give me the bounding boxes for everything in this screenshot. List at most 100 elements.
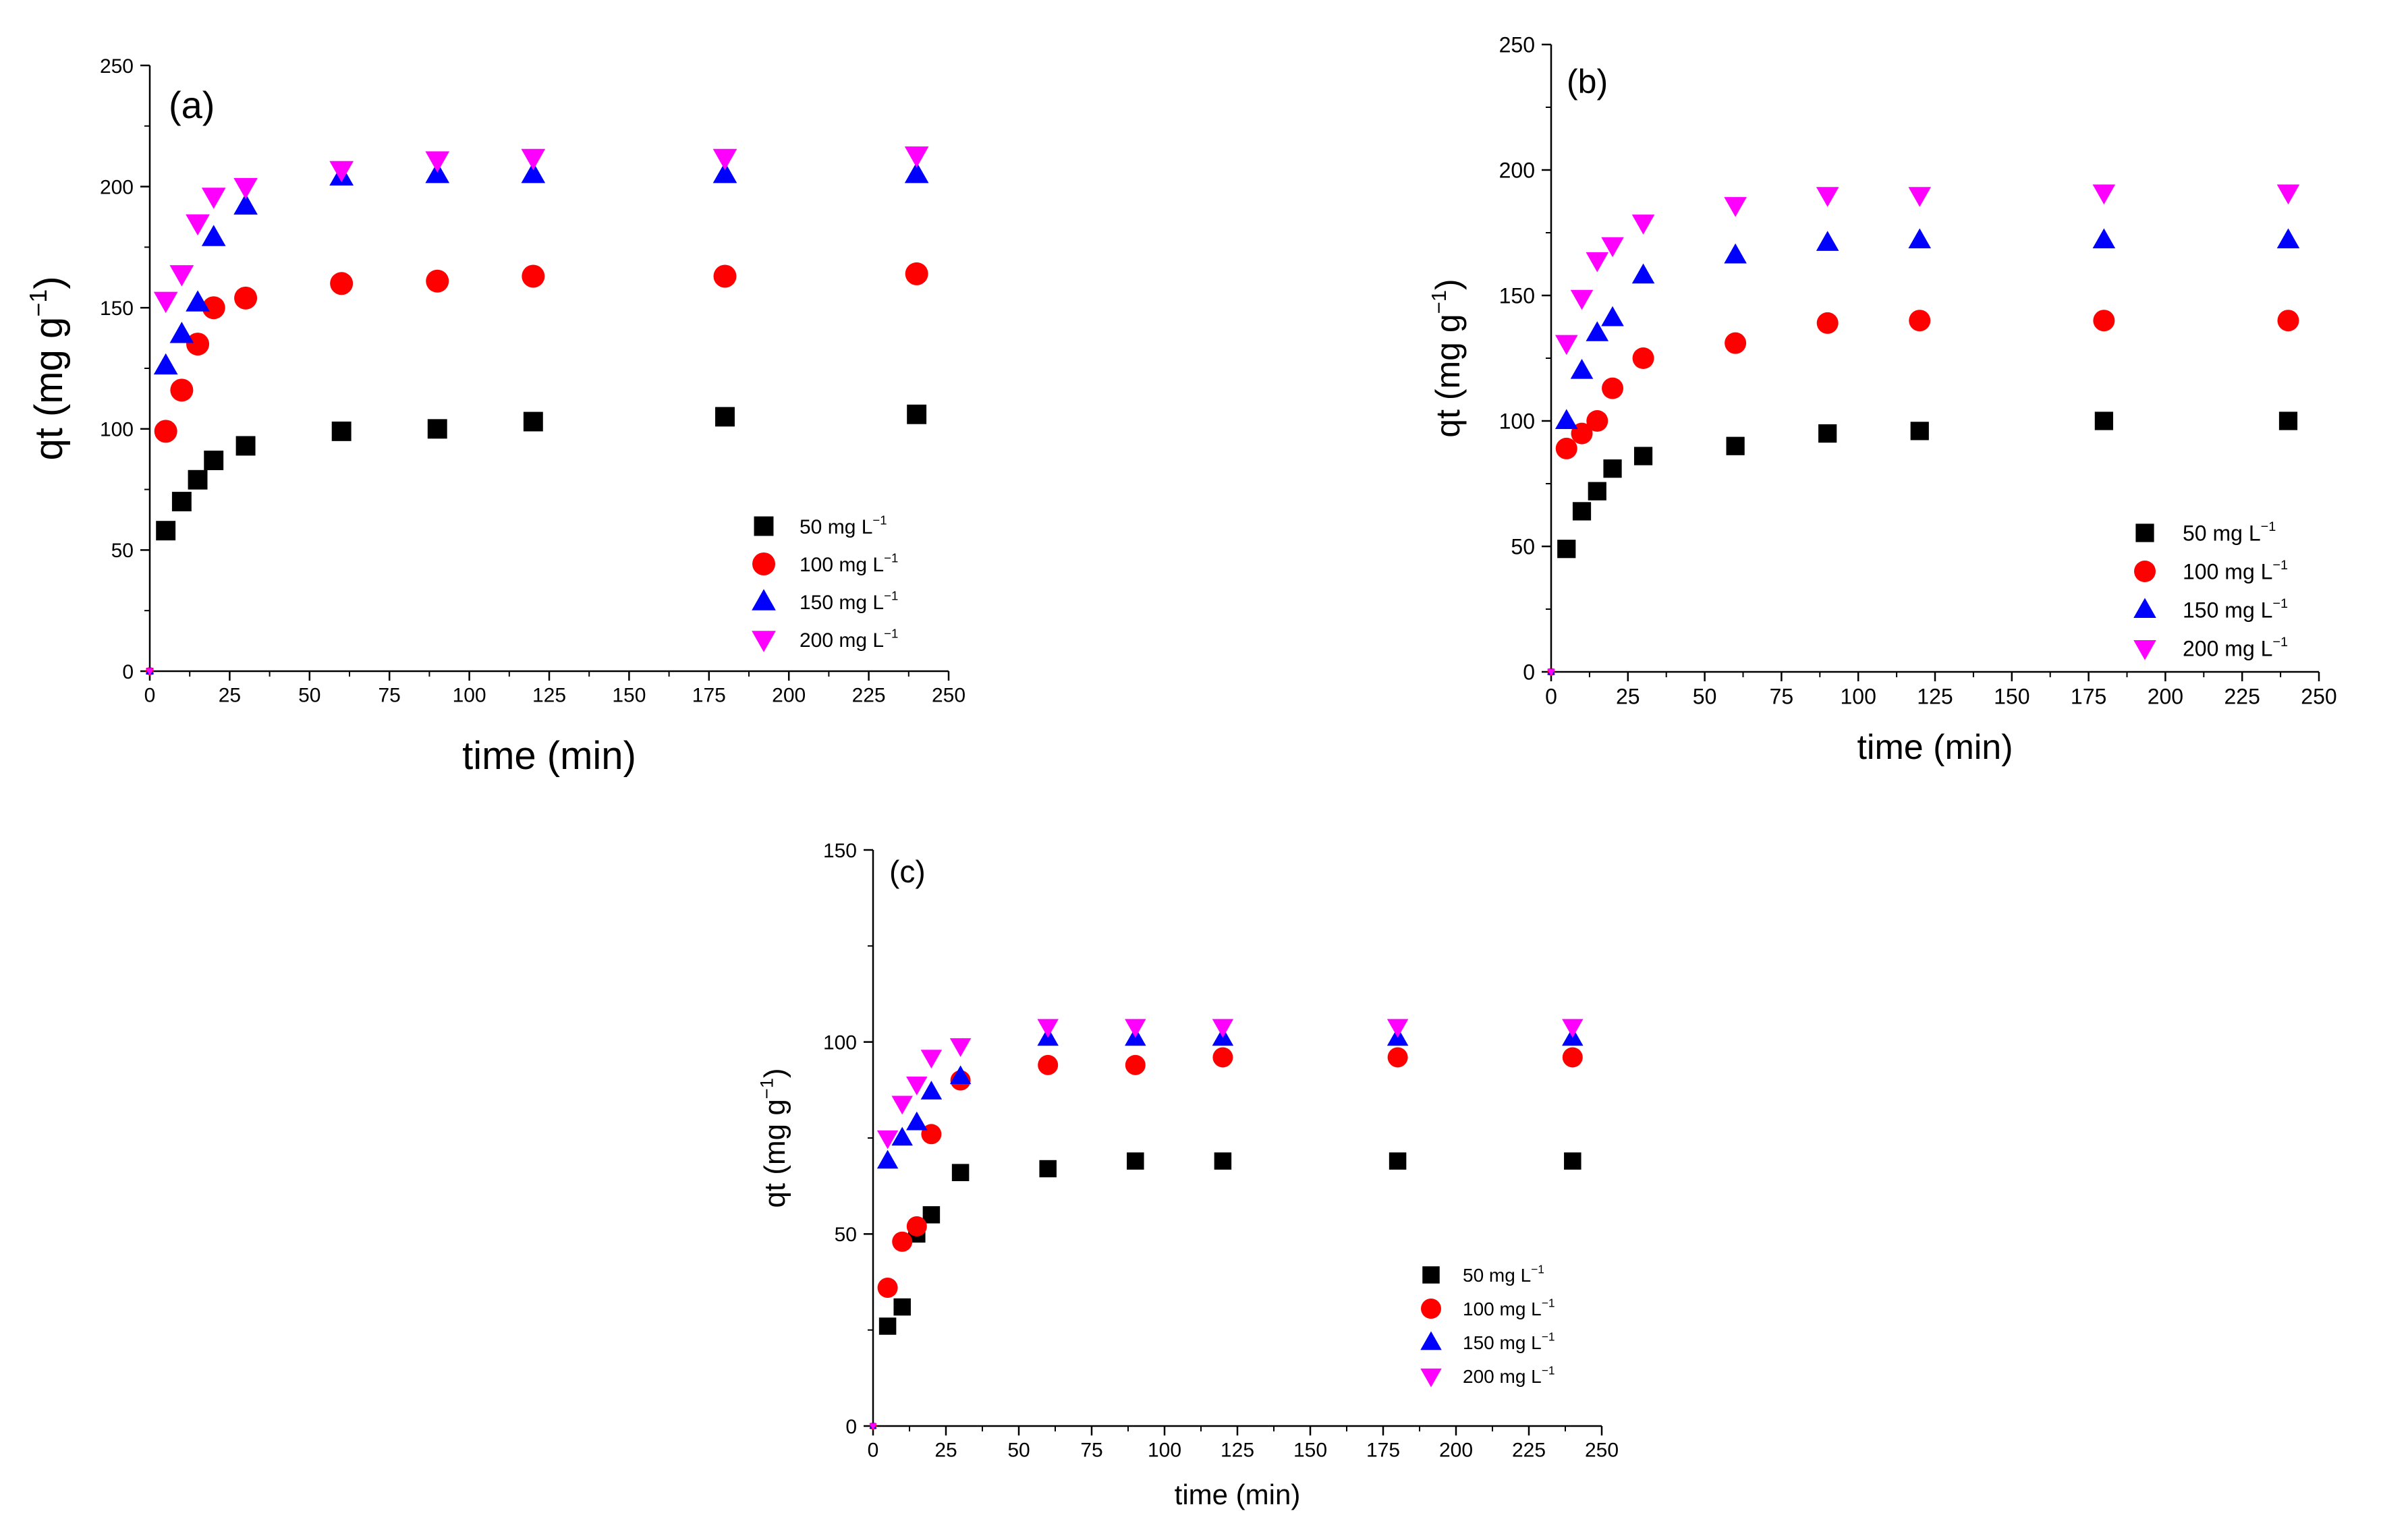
data-point [169, 322, 194, 343]
legend-label: 50 mg L−1 [800, 513, 887, 538]
data-point [153, 353, 178, 375]
x-tick-label: 150 [612, 685, 646, 707]
data-point [1387, 1047, 1408, 1068]
data-point [892, 1231, 913, 1252]
data-point [891, 1127, 913, 1146]
x-tick-label: 100 [1148, 1440, 1181, 1462]
x-tick-label: 250 [932, 685, 965, 707]
x-tick-label: 225 [2224, 685, 2260, 709]
x-tick-label: 225 [1512, 1440, 1546, 1462]
y-tick-label: 250 [1499, 33, 1535, 57]
legend-label: 150 mg L−1 [800, 588, 898, 614]
y-tick-label: 150 [823, 840, 857, 862]
data-point [1586, 410, 1608, 432]
data-point [522, 264, 545, 288]
legend-marker [1421, 1299, 1441, 1319]
data-point [906, 1216, 927, 1236]
data-point [904, 161, 929, 183]
data-point [1816, 187, 1839, 207]
x-tick-label: 125 [1221, 1440, 1254, 1462]
chart-panel-a: 0 25 50 75 100 125 150 175 200 225 250 0 50 100 150 200… [24, 55, 965, 778]
data-point [1037, 1019, 1059, 1038]
data-point [1125, 1054, 1146, 1075]
data-point [235, 436, 256, 456]
y-tick-label: 100 [100, 419, 134, 441]
data-point [186, 290, 210, 312]
data-point [1724, 197, 1747, 217]
legend-marker [2135, 523, 2154, 542]
data-point [713, 264, 737, 288]
data-point [922, 1206, 941, 1224]
data-point [1212, 1047, 1233, 1068]
x-tick-label: 0 [144, 685, 156, 707]
data-point [1818, 424, 1837, 443]
data-point [1214, 1152, 1232, 1170]
y-axis-title: qt (mg g−1) [1427, 279, 1467, 437]
data-point [523, 411, 543, 432]
data-point [1555, 409, 1578, 429]
legend-marker [2133, 598, 2156, 618]
data-point [893, 1298, 911, 1316]
data-point [2276, 184, 2300, 205]
data-point [906, 1077, 928, 1095]
panel-label: (c) [889, 854, 926, 889]
data-point [2093, 310, 2115, 332]
data-point [1586, 321, 1609, 341]
legend-marker [1420, 1368, 1442, 1388]
data-point [233, 177, 258, 200]
data-point [1389, 1152, 1407, 1170]
legend-label: 200 mg L−1 [2183, 635, 2288, 660]
x-tick-label: 75 [1770, 685, 1794, 709]
data-point [427, 419, 447, 439]
x-tick-label: 50 [1007, 1440, 1030, 1462]
x-tick-label: 200 [1439, 1440, 1473, 1462]
data-point [202, 296, 225, 320]
x-axis-title: time (min) [1175, 1479, 1301, 1510]
data-point [1555, 437, 1577, 459]
data-point [170, 378, 194, 402]
data-point [907, 404, 927, 424]
data-point [1633, 447, 1653, 465]
chart-panel-b: 0 25 50 75 100 125 150 175 200 225 250 0 50 100 150 200… [1427, 33, 2337, 767]
x-tick-label: 50 [1693, 685, 1717, 709]
x-tick-label: 25 [1616, 685, 1640, 709]
x-tick-label: 175 [2071, 685, 2106, 709]
data-point [1557, 540, 1576, 559]
data-point [1039, 1160, 1057, 1178]
data-point [330, 272, 354, 295]
series-square [146, 404, 927, 675]
data-point [1570, 289, 1594, 310]
data-point [1816, 312, 1839, 334]
data-point [201, 188, 226, 209]
data-point [920, 1050, 943, 1069]
x-tick-label: 0 [868, 1440, 879, 1462]
y-tick-label: 100 [823, 1031, 857, 1054]
data-point [1564, 1152, 1581, 1170]
y-tick-label: 50 [111, 540, 134, 562]
data-point [1602, 377, 1624, 399]
y-tick-label: 250 [100, 55, 134, 78]
data-point [201, 225, 226, 246]
data-point [1724, 243, 1747, 264]
data-point [1586, 252, 1609, 273]
data-point [869, 1423, 877, 1430]
data-point [1910, 422, 1929, 440]
data-point [2094, 411, 2113, 430]
y-axis-title: qt (mg g−1) [756, 1068, 791, 1207]
y-tick-label: 200 [100, 176, 134, 198]
legend-marker [752, 589, 776, 610]
data-point [920, 1081, 943, 1100]
data-point [1387, 1019, 1409, 1038]
series-square [870, 1152, 1581, 1429]
data-point [2277, 310, 2299, 332]
y-tick-label: 0 [845, 1416, 857, 1438]
x-tick-label: 150 [1293, 1440, 1327, 1462]
y-tick-label: 0 [1523, 660, 1535, 685]
data-point [1588, 482, 1606, 501]
x-tick-label: 25 [934, 1440, 957, 1462]
legend-marker [2133, 640, 2156, 660]
data-point [878, 1317, 897, 1335]
data-point [951, 1164, 970, 1181]
data-point [1632, 347, 1654, 369]
series-triangle-down [869, 1019, 1584, 1430]
